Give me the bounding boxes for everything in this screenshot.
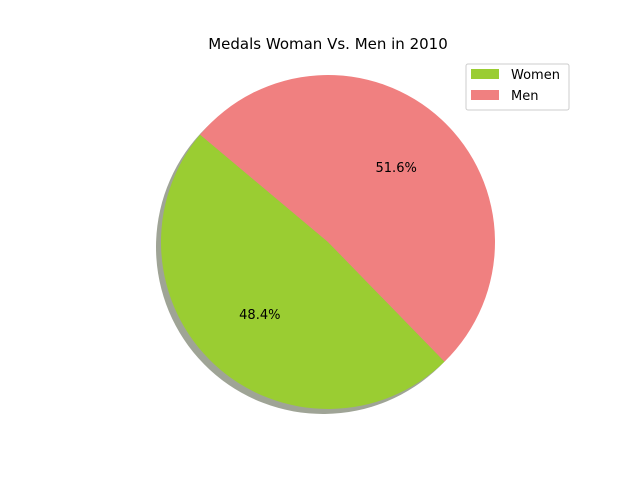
legend-swatch-women [471, 69, 499, 79]
legend-label-men: Men [511, 89, 538, 104]
pct-label-men: 51.6% [376, 161, 417, 176]
pie-slice-men [200, 75, 495, 362]
pct-label-women: 48.4% [239, 308, 280, 323]
pie-slice-women [160, 134, 445, 410]
chart-title: Medals Woman Vs. Men in 2010 [208, 35, 448, 53]
legend: Women Men [465, 63, 570, 111]
pie-slices [160, 75, 495, 410]
legend-label-women: Women [511, 68, 560, 83]
pie-percent-labels: 48.4% 51.6% [239, 161, 417, 323]
legend-swatch-men [471, 90, 499, 100]
